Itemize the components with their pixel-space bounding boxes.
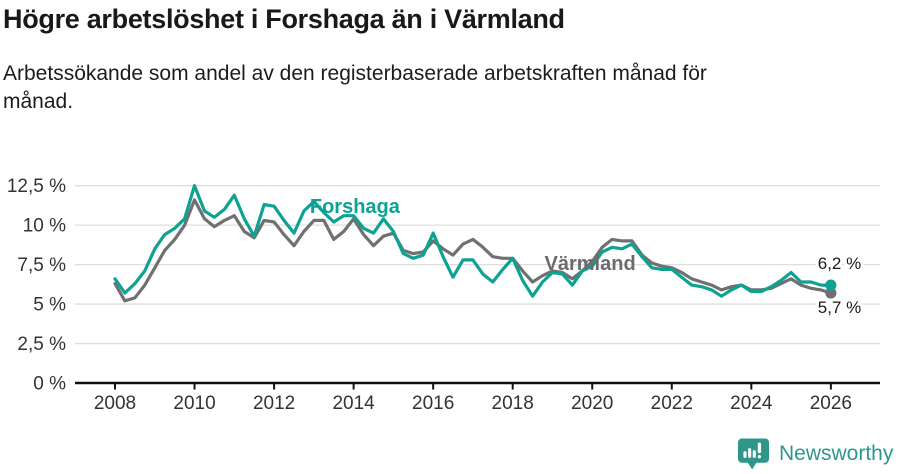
logo-exclamation-dot — [757, 455, 762, 459]
y-axis-label: 0 % — [33, 374, 66, 395]
x-axis-label: 2014 — [332, 393, 375, 414]
x-axis-label: 2024 — [730, 393, 773, 414]
varmland-line — [113, 198, 833, 303]
y-axis-label: 7,5 % — [17, 255, 66, 276]
y-axis-label: 10 % — [23, 216, 66, 237]
logo-bar-1 — [743, 451, 747, 458]
chart-subtitle-line-1: Arbetssökande som andel av den registerb… — [3, 62, 707, 85]
line-label-forshaga: Forshaga — [310, 196, 401, 218]
end-value-forshaga: 6,2 % — [818, 254, 861, 273]
x-axis-label: 2018 — [492, 393, 534, 414]
chart-title: Högre arbetslöshet i Forshaga än i Värml… — [3, 4, 565, 34]
x-axis-label: 2026 — [810, 393, 852, 414]
x-axis-label: 2010 — [173, 393, 215, 414]
x-axis-label: 2020 — [571, 393, 613, 414]
forshaga-line — [113, 184, 833, 298]
varmland-end-dot — [825, 287, 837, 299]
x-axis-label: 2008 — [94, 393, 136, 414]
y-axis-label: 5 % — [33, 295, 66, 316]
logo-exclamation-stem — [757, 442, 762, 454]
chart-subtitle-line-2: månad. — [3, 90, 74, 113]
logo-bar-2 — [748, 448, 752, 458]
newsworthy-logo-icon — [737, 438, 770, 470]
chart-subtitle: Arbetssökande som andel av den registerb… — [3, 60, 707, 116]
logo-bar-3 — [752, 450, 756, 458]
line-label-varmland: Värmland — [545, 253, 636, 275]
forshaga-end-dot — [825, 279, 837, 291]
x-axis-label: 2022 — [651, 393, 693, 414]
brand-name: Newsworthy — [779, 442, 894, 465]
x-axis-label: 2016 — [412, 393, 454, 414]
y-axis-label: 12,5 % — [7, 176, 66, 197]
brand-footer: Newsworthy — [737, 437, 893, 471]
y-axis-label: 2,5 % — [17, 334, 66, 355]
end-value-varmland: 5,7 % — [818, 298, 861, 317]
x-axis-label: 2012 — [253, 393, 295, 414]
